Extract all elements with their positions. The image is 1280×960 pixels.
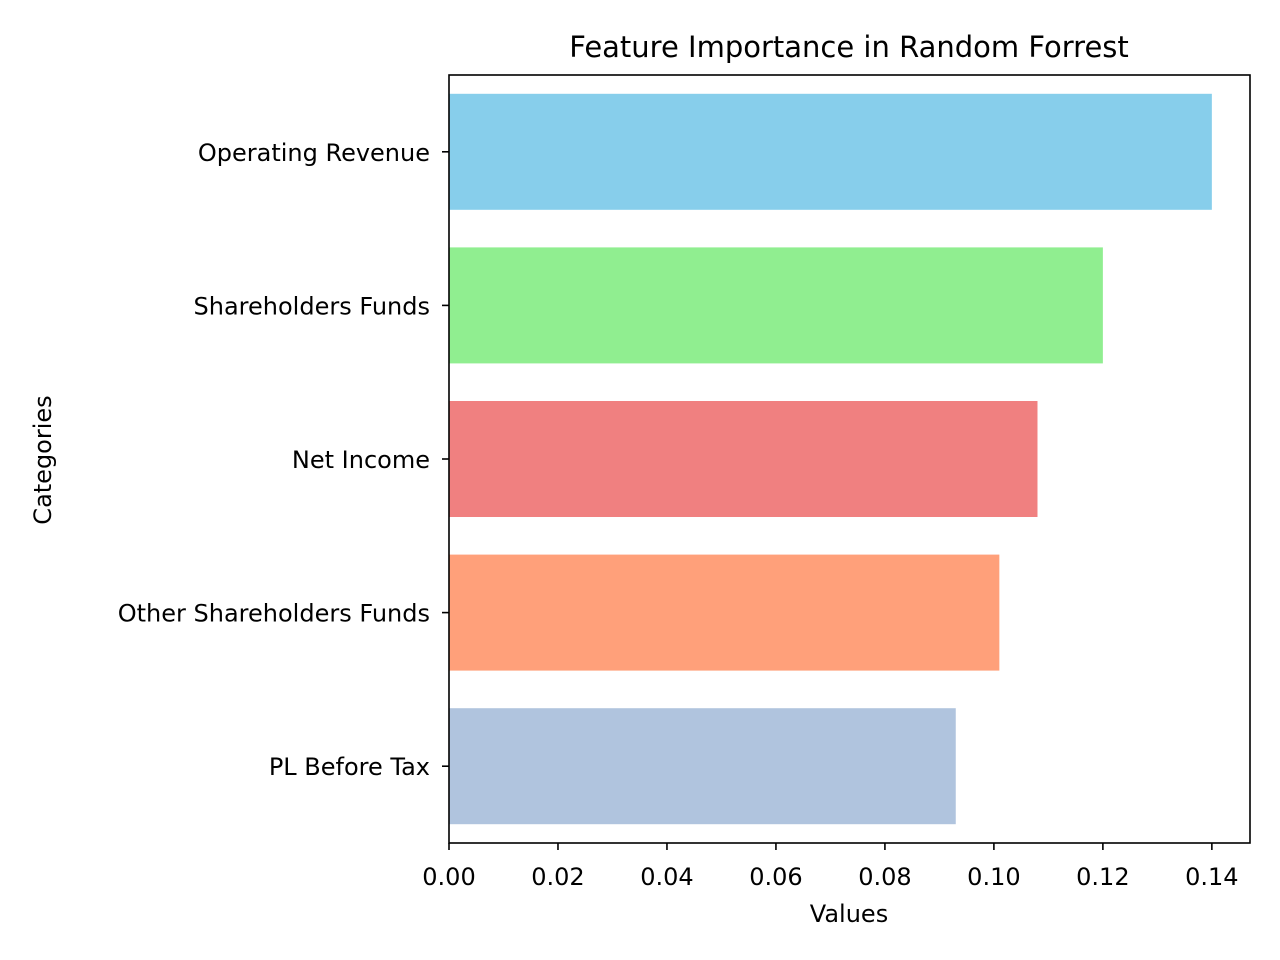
y-tick-label: Shareholders Funds — [194, 292, 430, 320]
x-tick-label: 0.12 — [1076, 863, 1129, 891]
bar — [449, 401, 1038, 517]
x-tick-label: 0.06 — [749, 863, 802, 891]
y-tick-label: Other Shareholders Funds — [118, 600, 430, 628]
bar — [449, 93, 1212, 210]
y-axis-label: Categories — [29, 395, 57, 524]
y-tick-label: Net Income — [292, 446, 430, 474]
chart-title: Feature Importance in Random Forrest — [569, 30, 1129, 64]
x-tick-label: 0.02 — [531, 863, 584, 891]
bar — [449, 247, 1103, 364]
bar — [449, 554, 1000, 671]
x-tick-label: 0.08 — [858, 863, 911, 891]
x-axis-label: Values — [810, 900, 888, 928]
x-tick-label: 0.14 — [1185, 863, 1238, 891]
y-tick-label: Operating Revenue — [198, 139, 430, 167]
bar — [449, 708, 956, 825]
x-tick-label: 0.04 — [640, 863, 693, 891]
x-tick-label: 0.00 — [422, 863, 475, 891]
x-tick-label: 0.10 — [967, 863, 1020, 891]
y-tick-label: PL Before Tax — [269, 753, 430, 781]
